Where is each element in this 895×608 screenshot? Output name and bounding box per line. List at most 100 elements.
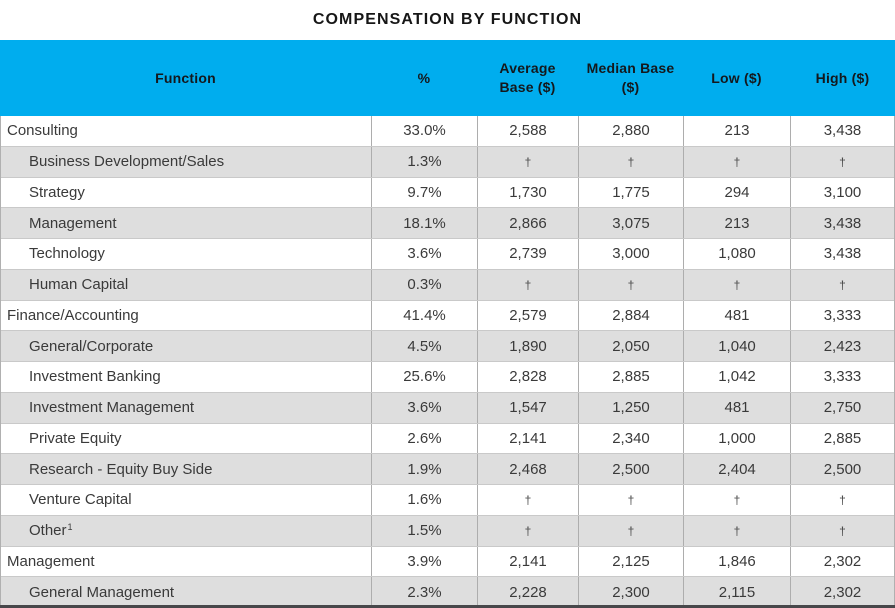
value-cell: 2,115 [683, 577, 790, 607]
value-cell: 2,885 [578, 362, 683, 392]
value-cell: 3,333 [790, 300, 894, 331]
function-cell: Finance/Accounting [7, 306, 139, 324]
value-cell: † [578, 269, 683, 300]
value-cell: 1,775 [578, 177, 683, 208]
table-row: Private Equity 2.6% 2,141 2,340 1,000 2,885 [1, 423, 894, 455]
table-row: Finance/Accounting 41.4% 2,579 2,884 481 3,33… [1, 300, 894, 332]
value-cell: 1.6% [371, 485, 477, 515]
value-cell: 2,423 [790, 331, 894, 361]
value-cell: † [477, 146, 578, 177]
value-cell: † [683, 269, 790, 300]
value-cell: 1.3% [371, 146, 477, 177]
value-cell: 481 [683, 392, 790, 423]
value-cell: 3,438 [790, 208, 894, 238]
value-cell: 1,080 [683, 239, 790, 269]
value-cell: 3.9% [371, 546, 477, 577]
value-cell: 1,890 [477, 331, 578, 361]
value-cell: 25.6% [371, 362, 477, 392]
function-cell: Management [7, 552, 95, 570]
column-header-percent: % [417, 69, 431, 86]
table-bottom-edge [0, 605, 895, 608]
function-cell: Consulting [7, 122, 78, 140]
value-cell: 1,040 [683, 331, 790, 361]
value-cell: 213 [683, 208, 790, 238]
function-cell: Venture Capital [29, 491, 132, 509]
column-header-function: Function [155, 69, 216, 86]
function-cell: General/Corporate [29, 337, 154, 355]
function-cell: Other 1 [29, 521, 73, 540]
value-cell: 3,075 [578, 208, 683, 238]
value-cell: † [477, 269, 578, 300]
value-cell: 2,588 [477, 116, 578, 146]
column-header-high: High ($) [815, 69, 870, 86]
value-cell: 2,866 [477, 208, 578, 238]
value-cell: † [790, 485, 894, 515]
value-cell: 2,340 [578, 423, 683, 454]
value-cell: 2,468 [477, 454, 578, 484]
table-row: Management 3.9% 2,141 2,125 1,846 2,302 [1, 546, 894, 578]
value-cell: 294 [683, 177, 790, 208]
value-cell: 2,050 [578, 331, 683, 361]
value-cell: 1.5% [371, 515, 477, 546]
column-header-average-base: Average Base ($) [499, 60, 556, 95]
table-header: Function % Average Base ($) Median Base … [0, 40, 895, 116]
value-cell: 3,438 [790, 116, 894, 146]
function-cell: Investment Banking [29, 368, 161, 386]
value-cell: † [477, 515, 578, 546]
value-cell: 1,730 [477, 177, 578, 208]
column-header-median-base: Median Base ($) [586, 60, 675, 95]
value-cell: 2,828 [477, 362, 578, 392]
value-cell: † [790, 146, 894, 177]
value-cell: 213 [683, 116, 790, 146]
value-cell: † [578, 146, 683, 177]
value-cell: 1,547 [477, 392, 578, 423]
table-row: Technology 3.6% 2,739 3,000 1,080 3,438 [1, 239, 894, 270]
value-cell: 481 [683, 300, 790, 331]
value-cell: 2,228 [477, 577, 578, 607]
function-cell: Technology [29, 245, 105, 263]
value-cell: 2.3% [371, 577, 477, 607]
table-row: Venture Capital 1.6% † † † † [1, 485, 894, 516]
value-cell: 2.6% [371, 423, 477, 454]
value-cell: 3,333 [790, 362, 894, 392]
value-cell: † [683, 485, 790, 515]
value-cell: 2,880 [578, 116, 683, 146]
function-cell: Business Development/Sales [29, 153, 225, 171]
value-cell: 9.7% [371, 177, 477, 208]
value-cell: 0.3% [371, 269, 477, 300]
value-cell: 2,302 [790, 546, 894, 577]
value-cell: 33.0% [371, 116, 477, 146]
function-cell: Investment Management [29, 399, 195, 417]
value-cell: † [578, 485, 683, 515]
value-cell: † [477, 485, 578, 515]
table-row: Business Development/Sales 1.3% † † † † [1, 146, 894, 178]
function-cell: General Management [29, 583, 175, 601]
table-row: Management 18.1% 2,866 3,075 213 3,438 [1, 208, 894, 239]
value-cell: 1,846 [683, 546, 790, 577]
function-cell: Research - Equity Buy Side [29, 460, 213, 478]
function-cell: Private Equity [29, 429, 122, 447]
table-row: Consulting 33.0% 2,588 2,880 213 3,438 [1, 116, 894, 147]
table-row: Investment Management 3.6% 1,547 1,250 481 2,… [1, 392, 894, 424]
function-cell: Strategy [29, 183, 85, 201]
value-cell: 2,141 [477, 423, 578, 454]
value-cell: † [578, 515, 683, 546]
value-cell: 2,500 [790, 454, 894, 484]
value-cell: 3,000 [578, 239, 683, 269]
table-row: Investment Banking 25.6% 2,828 2,885 1,042 3,… [1, 362, 894, 393]
value-cell: 3.6% [371, 239, 477, 269]
table-row: Strategy 9.7% 1,730 1,775 294 3,100 [1, 177, 894, 209]
table-row: General Management 2.3% 2,228 2,300 2,115 2,3… [1, 577, 894, 608]
value-cell: 4.5% [371, 331, 477, 361]
table-row: Other 1 1.5% † † † † [1, 515, 894, 547]
value-cell: 2,141 [477, 546, 578, 577]
value-cell: 3,438 [790, 239, 894, 269]
value-cell: 3.6% [371, 392, 477, 423]
value-cell: 2,739 [477, 239, 578, 269]
table-body: Consulting 33.0% 2,588 2,880 213 3,438 Busines… [0, 116, 895, 608]
function-cell: Human Capital [29, 276, 129, 294]
column-header-low: Low ($) [711, 69, 762, 86]
function-cell: Management [29, 214, 117, 232]
value-cell: 2,500 [578, 454, 683, 484]
